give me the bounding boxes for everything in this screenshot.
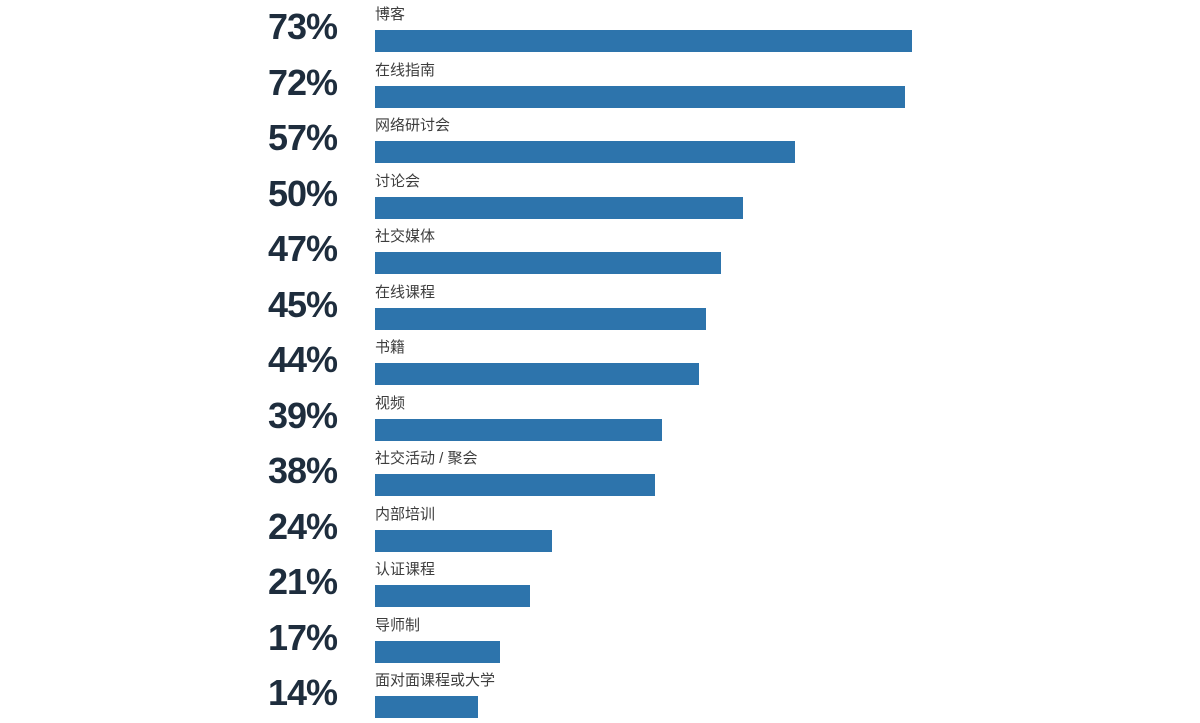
bar-category-label: 面对面课程或大学 [375,672,496,689]
bar-category-label: 博客 [375,6,406,23]
bar-track [375,696,1111,718]
bar-row: 24% 内部培训 [267,500,1117,556]
bar [375,696,479,718]
bar-row: 45% 在线课程 [267,278,1117,334]
bar-row: 72% 在线指南 [267,56,1117,112]
bar-row: 57% 网络研讨会 [267,111,1117,167]
bar-track [375,529,1111,552]
bar [375,640,501,663]
bar-row: 17% 导师制 [267,611,1117,667]
bar-category-label: 网络研讨会 [375,117,451,134]
bar-category-label: 讨论会 [375,172,421,190]
bar-value-label: 72% [268,61,338,103]
bar-row: 44% 书籍 [267,333,1117,389]
bar-value-label: 39% [268,394,338,436]
bar [375,141,795,163]
bar-track [375,363,1111,385]
bar-row: 39% 视频 [267,389,1117,445]
bar-value-label: 44% [268,339,338,380]
bar-row: 38% 社交活动 / 聚会 [267,444,1117,500]
bar-category-label: 在线指南 [375,61,436,79]
bar-value-label: 17% [268,616,338,658]
bar-track [375,307,1111,330]
bar-category-label: 书籍 [375,339,406,356]
bar-value-label: 24% [268,505,338,547]
bar-track [375,30,1111,52]
bar-row: 21% 认证课程 [267,555,1117,611]
bar-row: 73% 博客 [267,0,1117,56]
bar-row: 14% 面对面课程或大学 [267,666,1117,722]
bar-track [375,196,1111,219]
bar-track [375,474,1111,496]
bar-value-label: 21% [268,561,338,602]
bar-category-label: 导师制 [375,616,421,634]
bar [375,474,655,496]
bar-value-label: 57% [268,117,338,158]
bar [375,85,905,108]
bar-category-label: 视频 [375,394,406,412]
bar-value-label: 45% [268,283,338,325]
bar-row: 47% 社交媒体 [267,222,1117,278]
bar-category-label: 认证课程 [375,561,436,578]
bar-value-label: 73% [268,6,338,47]
bar-track [375,418,1111,441]
bar [375,363,699,385]
bar [375,585,530,607]
bar-track [375,640,1111,663]
bar-track [375,252,1111,274]
bar-rows-container: 73% 博客 72% 在线指南 57% 网络研讨会 50% 讨论会 47% 社交媒体 45% 在线课程… [267,0,1117,722]
bar-value-label: 47% [268,228,338,269]
bar [375,529,552,552]
bar-value-label: 50% [268,172,338,214]
bar-category-label: 内部培训 [375,505,436,523]
bar-category-label: 在线课程 [375,283,436,301]
bar-value-label: 38% [268,450,338,491]
bar-track [375,85,1111,108]
bar-value-label: 14% [268,672,338,713]
bar [375,196,743,219]
bar-track [375,141,1111,163]
bar-category-label: 社交媒体 [375,228,436,245]
bar-track [375,585,1111,607]
horizontal-bar-chart: 73% 博客 72% 在线指南 57% 网络研讨会 50% 讨论会 47% 社交媒体 45% 在线课程… [267,0,1117,722]
bar-row: 50% 讨论会 [267,167,1117,223]
bar [375,418,663,441]
bar [375,30,913,52]
bar [375,307,707,330]
bar [375,252,721,274]
bar-category-label: 社交活动 / 聚会 [375,450,478,467]
